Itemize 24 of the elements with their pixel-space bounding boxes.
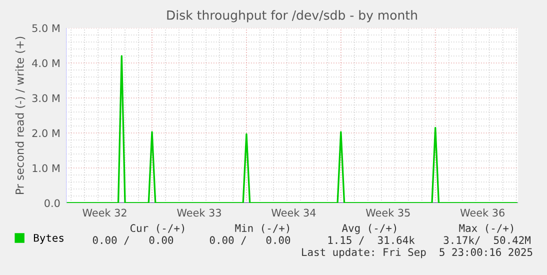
text: 0.00 / 0.00 xyxy=(92,236,174,245)
text: Cur (-/+) xyxy=(130,224,184,234)
text: 1.15 / 31.64k xyxy=(328,236,415,245)
x-tick-label: Week 33 xyxy=(177,208,221,217)
text: Last update: Fri Sep 5 23:00:16 2025 xyxy=(302,248,532,258)
y-tick-label: 2.0 M xyxy=(32,129,60,138)
text: Min (-/+) xyxy=(235,224,290,234)
y-tick-label: 4.0 M xyxy=(32,59,60,68)
x-tick-label: Week 32 xyxy=(82,208,126,217)
line-series xyxy=(66,55,518,203)
x-tick-label: Week 34 xyxy=(271,208,316,217)
text: 3.17k/ 50.42M xyxy=(444,236,530,245)
y-tick-label: 0.0 xyxy=(44,199,60,208)
text: 0.00 / 0.00 xyxy=(210,236,290,245)
text: Max (-/+) xyxy=(459,224,514,234)
legend-label: Bytes xyxy=(34,234,64,244)
text: Avg (-/+) xyxy=(342,224,396,234)
y-axis-title: Pr second read (-) / write (+) xyxy=(15,36,26,194)
chart-title: Disk throughput for /dev/sdb - by month xyxy=(167,10,417,22)
y-tick-label: 1.0 M xyxy=(32,164,60,172)
y-tick-label: 3.0 M xyxy=(32,94,60,102)
x-tick-label: Week 36 xyxy=(460,208,504,217)
x-tick-label: Week 35 xyxy=(366,208,410,217)
y-tick-label: 5.0 M xyxy=(32,24,60,32)
